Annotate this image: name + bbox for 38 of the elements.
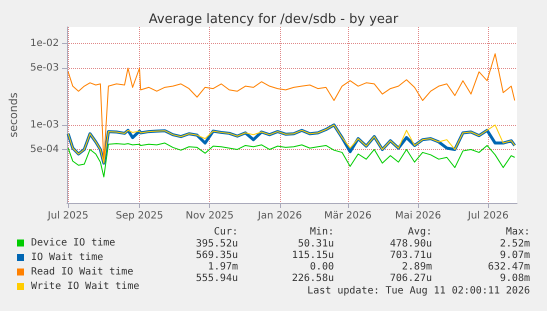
text: 395.52u: [196, 238, 238, 250]
text: 1.97m: [208, 262, 238, 272]
text: 703.71u: [390, 250, 432, 261]
y-tick-label: 1e-02: [30, 38, 59, 50]
y-tick-label: 1e-03: [30, 119, 59, 130]
legend-label: IO Wait time: [31, 252, 104, 263]
x-tick-label: Jul 2026: [466, 210, 509, 222]
text: Max:: [506, 226, 530, 238]
text: Avg:: [408, 226, 432, 238]
y-tick-label: 5e-03: [30, 62, 59, 74]
text: 2.52m: [500, 238, 530, 250]
x-tick-label: Nov 2025: [186, 210, 234, 222]
text: 9.08m: [500, 273, 530, 284]
x-tick-label: Jan 2026: [256, 210, 302, 222]
text: Cur:: [214, 226, 238, 238]
x-tick-label: Mär 2026: [324, 210, 372, 222]
text: 0.00: [310, 262, 334, 272]
y-axis-title: seconds: [7, 92, 20, 138]
text: 115.15u: [292, 250, 334, 261]
text: 632.47m: [488, 262, 530, 272]
text: 9.07m: [500, 250, 530, 261]
text: 2.89m: [402, 262, 432, 272]
text: 478.90u: [390, 238, 432, 250]
text: 706.27u: [390, 273, 432, 284]
text: Min:: [310, 226, 334, 238]
legend-label: Write IO Wait time: [31, 281, 140, 292]
text: 226.58u: [292, 273, 334, 284]
text: 569.35u: [196, 250, 238, 261]
text: 555.94u: [196, 273, 238, 284]
legend-label: Read IO Wait time: [31, 266, 134, 278]
text: Last update: Tue Aug 11 02:00:11 2026: [307, 286, 530, 296]
chart-title: Average latency for /dev/sdb - by year: [148, 12, 399, 27]
text: 50.31u: [298, 238, 334, 250]
x-tick-label: Jul 2025: [46, 210, 88, 222]
legend-label: Device IO time: [31, 238, 116, 248]
y-tick-label: 5e-04: [30, 144, 59, 155]
x-tick-label: Sep 2025: [116, 210, 164, 222]
x-tick-label: Mai 2026: [394, 210, 442, 222]
